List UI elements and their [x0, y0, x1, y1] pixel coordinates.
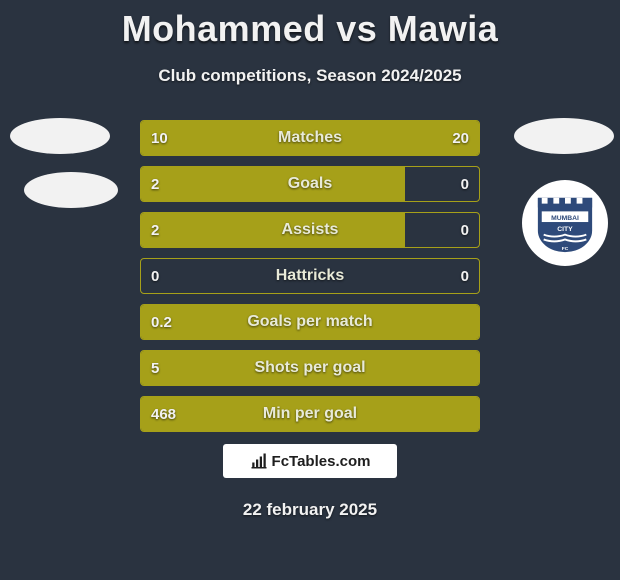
stat-value-right: 20	[452, 121, 469, 155]
svg-text:MUMBAI: MUMBAI	[551, 215, 579, 222]
bar-chart-icon	[250, 452, 268, 470]
stat-value-left: 2	[151, 167, 159, 201]
brand-badge: FcTables.com	[223, 444, 397, 478]
svg-text:CITY: CITY	[557, 226, 573, 233]
date-line: 22 february 2025	[0, 500, 620, 520]
stat-value-left: 5	[151, 351, 159, 385]
stat-value-left: 2	[151, 213, 159, 247]
stat-value-right: 0	[461, 167, 469, 201]
stat-value-left: 0	[151, 259, 159, 293]
player-left-avatar-top	[10, 118, 110, 154]
stat-fill-left	[141, 305, 479, 339]
player-left-avatar-bottom	[24, 172, 118, 208]
stat-value-left: 10	[151, 121, 168, 155]
stat-row: 468Min per goal	[140, 396, 480, 432]
stat-row: 1020Matches	[140, 120, 480, 156]
club-badge-right: MUMBAI CITY FC	[522, 180, 608, 266]
page-title: Mohammed vs Mawia	[0, 0, 620, 50]
stat-row: 20Assists	[140, 212, 480, 248]
stat-row: 0 0Hattricks	[140, 258, 480, 294]
stat-value-left: 468	[151, 397, 176, 431]
stat-fill-left	[141, 167, 405, 201]
stat-row: 5Shots per goal	[140, 350, 480, 386]
mumbai-city-badge-icon: MUMBAI CITY FC	[534, 192, 596, 254]
stat-value-right: 0	[461, 213, 469, 247]
stat-fill-left	[141, 397, 479, 431]
stat-fill-right	[253, 121, 479, 155]
stat-value-left: 0.2	[151, 305, 172, 339]
svg-text:FC: FC	[562, 246, 569, 252]
stat-label: Hattricks	[141, 259, 479, 293]
stat-row: 0.2Goals per match	[140, 304, 480, 340]
player-right-avatar-top	[514, 118, 614, 154]
brand-label: FcTables.com	[272, 453, 371, 470]
stat-value-right: 0	[461, 259, 469, 293]
stat-fill-left	[141, 351, 479, 385]
stat-row: 20Goals	[140, 166, 480, 202]
page-subtitle: Club competitions, Season 2024/2025	[0, 66, 620, 86]
stats-bar-list: 1020Matches20Goals20Assists00Hattricks0.…	[140, 120, 480, 442]
stat-fill-left	[141, 213, 405, 247]
